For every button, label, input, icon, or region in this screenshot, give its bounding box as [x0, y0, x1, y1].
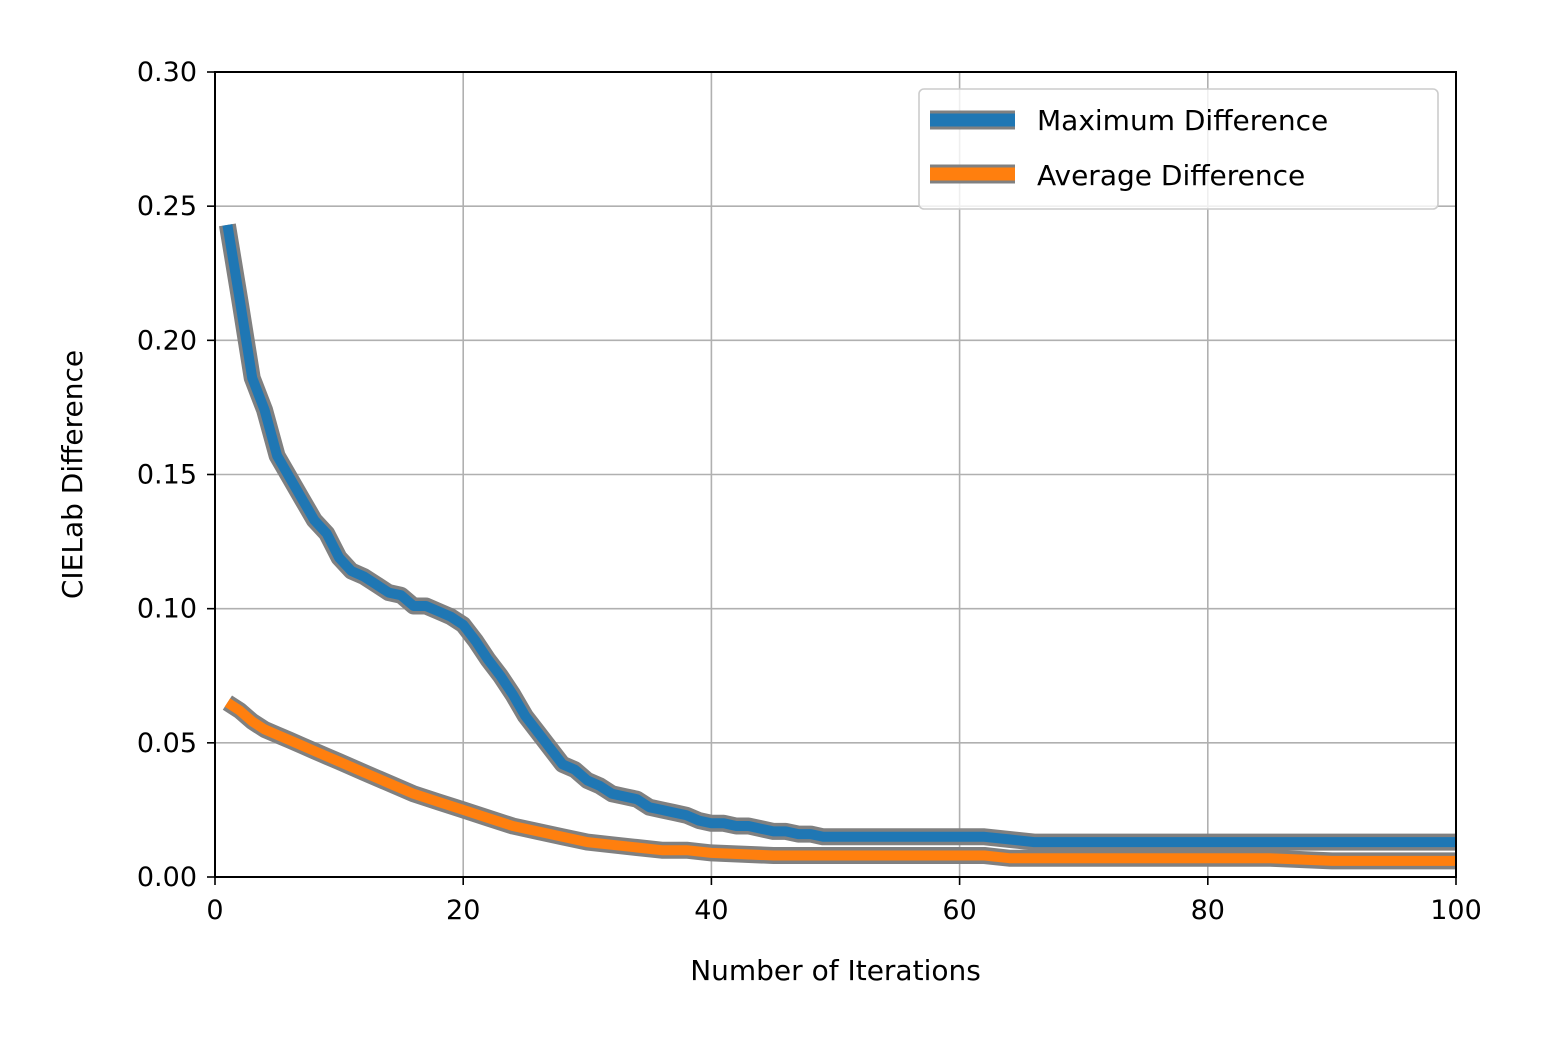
series-line-maximum-difference — [222, 224, 1456, 848]
ticks: 0 20 40 60 80 100 0.00 0.05 0.10 0.15 0.20 0.25 0.30 — [137, 57, 1482, 926]
legend-label-maximum-difference: Maximum Difference — [1037, 104, 1328, 137]
y-tick-label-2: 0.10 — [137, 594, 197, 625]
y-axis-title: CIELab Difference — [56, 350, 89, 599]
series-layer — [219, 223, 1456, 870]
x-tick-label-4: 80 — [1191, 895, 1225, 926]
x-tick-label-0: 0 — [206, 895, 223, 926]
legend-box — [918, 88, 1439, 210]
y-tick-label-1: 0.05 — [137, 728, 197, 759]
x-tick-label-1: 20 — [446, 895, 480, 926]
x-tick-label-2: 40 — [694, 895, 728, 926]
y-tick-label-5: 0.25 — [137, 191, 197, 222]
y-tick-label-0: 0.00 — [137, 862, 197, 893]
x-axis-title: Number of Iterations — [690, 954, 981, 987]
legend: Maximum Difference Average Difference — [918, 88, 1439, 210]
legend-label-average-difference: Average Difference — [1037, 159, 1305, 192]
y-tick-label-3: 0.15 — [137, 460, 197, 491]
y-tick-label-6: 0.30 — [137, 57, 197, 88]
x-tick-label-3: 60 — [942, 895, 976, 926]
series-line-average-difference — [224, 698, 1456, 866]
y-tick-label-4: 0.20 — [137, 325, 197, 356]
x-tick-label-5: 100 — [1430, 895, 1482, 926]
